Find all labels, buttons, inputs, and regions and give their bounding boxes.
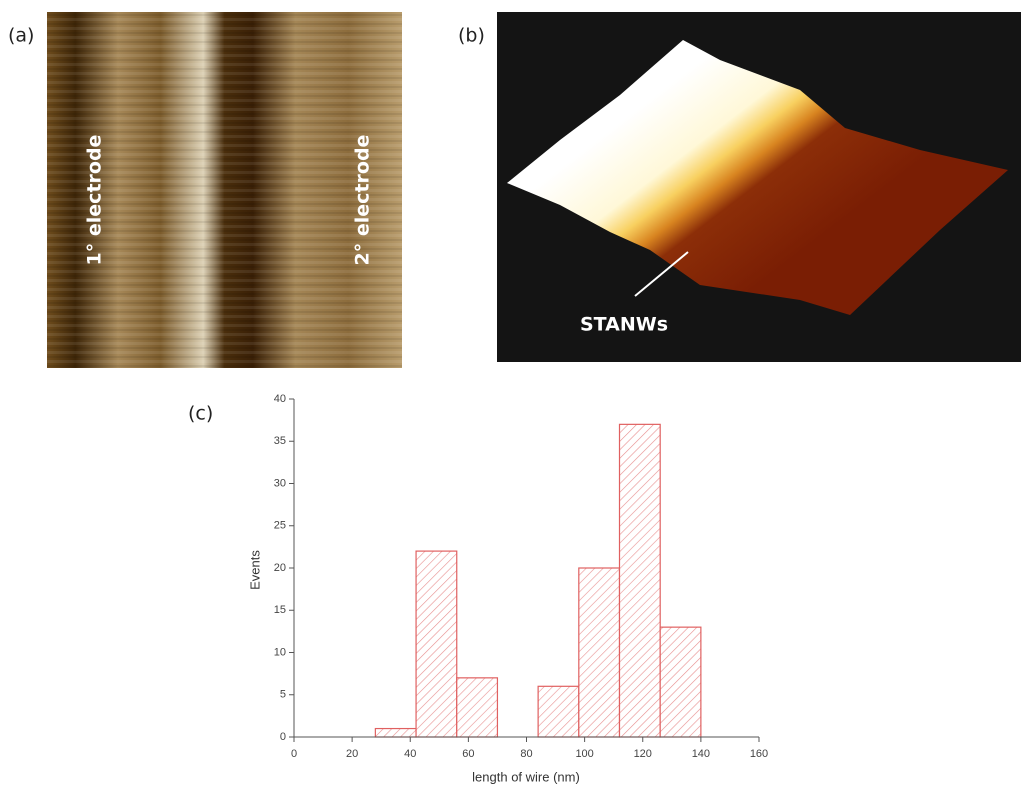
x-tick-label: 80 bbox=[520, 748, 532, 760]
annotation: 2° electrode bbox=[352, 135, 374, 266]
x-tick-label: 0 bbox=[291, 748, 297, 760]
bar bbox=[415, 550, 458, 738]
y-tick-label: 10 bbox=[274, 646, 286, 658]
afm-3d-surface bbox=[507, 40, 1008, 315]
panel-label: (c) bbox=[188, 403, 213, 425]
bar bbox=[374, 727, 417, 738]
x-tick-label: 140 bbox=[692, 748, 710, 760]
y-tick-label: 25 bbox=[274, 520, 286, 532]
bar bbox=[537, 685, 580, 738]
y-tick-label: 0 bbox=[280, 731, 286, 743]
x-axis-title: length of wire (nm) bbox=[472, 769, 580, 784]
panel-label: (a) bbox=[8, 25, 34, 47]
bar bbox=[618, 423, 661, 738]
x-tick-label: 160 bbox=[750, 748, 768, 760]
annotation: STANWs bbox=[580, 314, 668, 336]
pointer-line bbox=[634, 251, 689, 297]
bar bbox=[456, 677, 499, 738]
annotation: 1° electrode bbox=[84, 135, 106, 266]
bar bbox=[578, 567, 621, 738]
x-tick-label: 100 bbox=[575, 748, 593, 760]
x-tick-label: 20 bbox=[346, 748, 358, 760]
x-tick-label: 40 bbox=[404, 748, 416, 760]
panel-label: (b) bbox=[458, 25, 485, 47]
x-tick-label: 120 bbox=[634, 748, 652, 760]
y-tick-label: 15 bbox=[274, 604, 286, 616]
x-tick-label: 60 bbox=[462, 748, 474, 760]
bar bbox=[659, 626, 702, 738]
afm-texture bbox=[47, 12, 402, 368]
y-axis-title: Events bbox=[247, 550, 262, 590]
y-tick-label: 20 bbox=[274, 562, 286, 574]
y-tick-label: 5 bbox=[280, 689, 286, 701]
y-tick-label: 40 bbox=[274, 393, 286, 405]
y-tick-label: 35 bbox=[274, 435, 286, 447]
y-tick-label: 30 bbox=[274, 477, 286, 489]
